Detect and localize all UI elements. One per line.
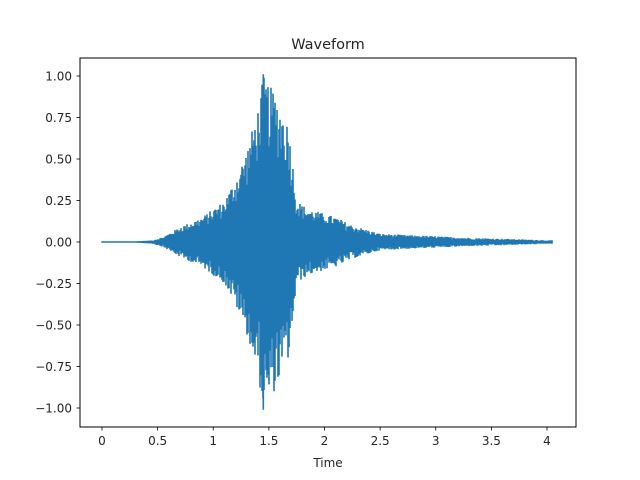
x-tick-label: 3 (432, 434, 440, 448)
plot-area (79, 57, 577, 428)
waveform-body (145, 159, 553, 325)
y-tick-label: 1.00 (45, 70, 72, 84)
y-tick-label: 0.25 (45, 194, 72, 208)
x-tick-label: 2.5 (371, 434, 390, 448)
y-tick-label: −1.00 (35, 402, 72, 416)
x-axis-label: Time (312, 456, 342, 470)
y-tick-label: −0.75 (35, 360, 72, 374)
axes-frame (79, 57, 577, 428)
y-tick-label: 0.75 (45, 111, 72, 125)
y-tick-label: 0.00 (45, 236, 72, 250)
y-tick-label: −0.25 (35, 277, 72, 291)
waveform-series (101, 74, 553, 410)
x-tick-label: 1.5 (259, 434, 278, 448)
chart-title: Waveform (291, 37, 365, 53)
x-tick-label: 2 (321, 434, 329, 448)
x-tick-label: 4 (543, 434, 551, 448)
x-tick-label: 1 (209, 434, 217, 448)
x-tick-label: 3.5 (482, 434, 501, 448)
x-tick-label: 0.5 (148, 434, 167, 448)
y-tick-label: −0.50 (35, 319, 72, 333)
x-tick-label: 0 (98, 434, 106, 448)
y-tick-label: 0.50 (45, 153, 72, 167)
y-axis: 1.00 0.75 0.50 0.25 0.00 −0.25 −0.50 −0.75 −1.00 (35, 70, 80, 416)
x-axis: 0 0.5 1 1.5 2 2.5 3 3.5 4 (98, 427, 551, 448)
